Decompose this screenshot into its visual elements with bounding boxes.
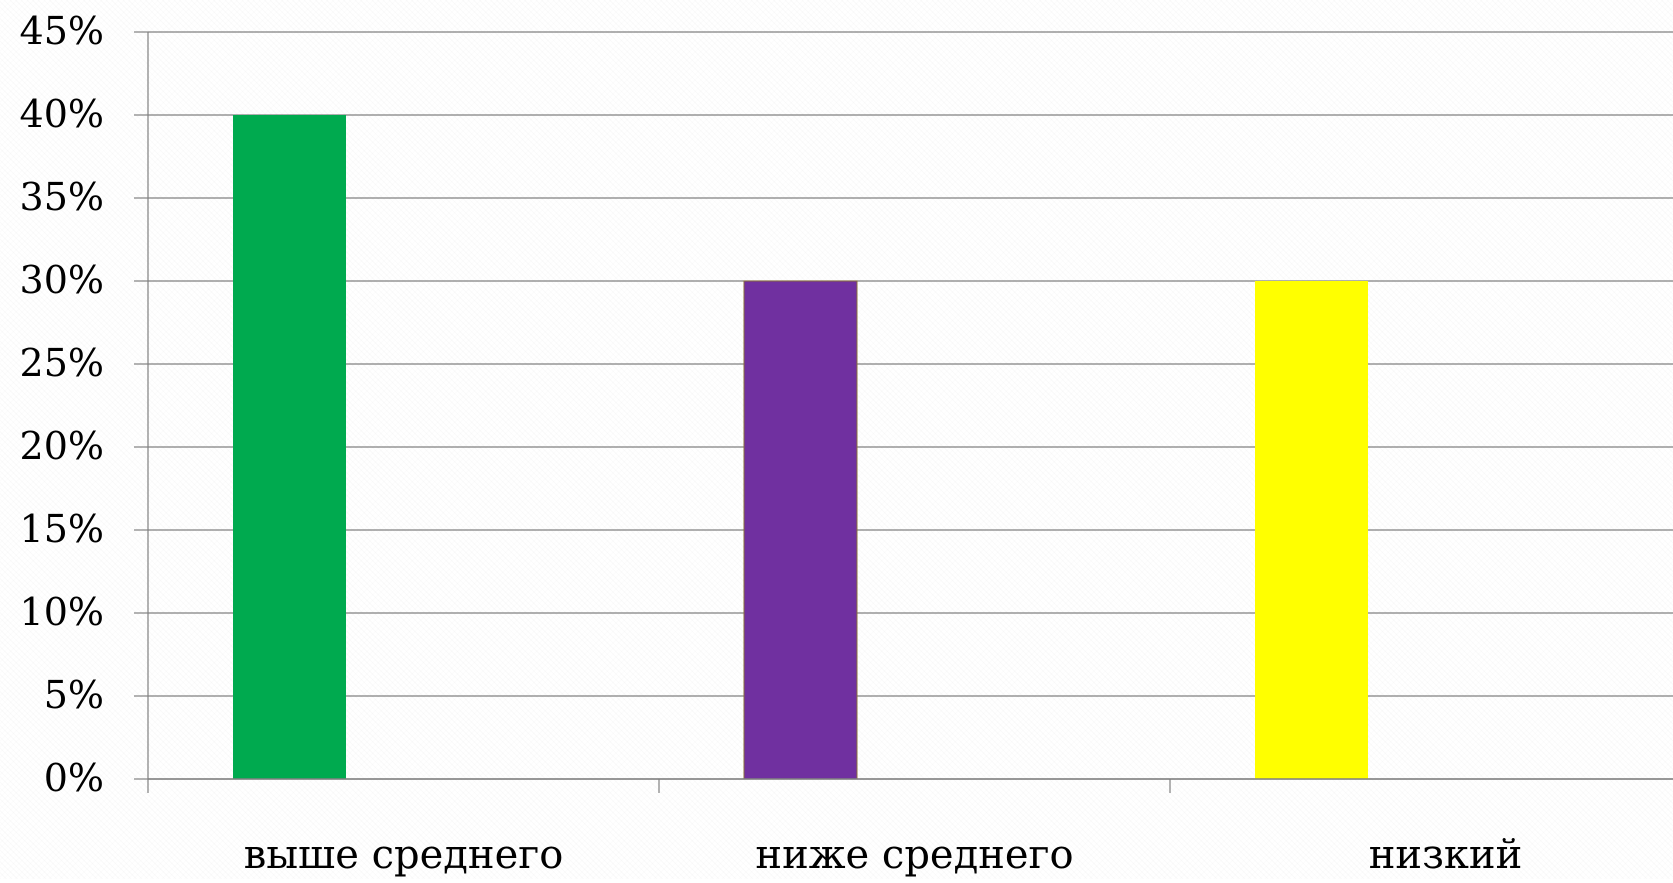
y-tick-label: 35% [20,175,104,219]
y-tick-label: 5% [44,673,104,717]
grid-lines [148,31,1673,780]
y-tick-label: 10% [20,590,104,634]
category-labels: выше среднего ниже среднего низкий [244,832,1523,878]
y-tick-labels: 0% 5% 10% 15% 20% 25% 30% 35% 40% 45% [20,9,104,800]
bar-1 [233,115,346,779]
category-label: выше среднего [244,832,564,878]
y-tick-label: 30% [20,258,104,302]
y-tick-label: 20% [20,424,104,468]
axes [134,31,1673,793]
y-tick-label: 15% [20,507,104,551]
y-tick-label: 25% [20,341,104,385]
y-tick-label: 0% [44,756,104,800]
bar-2 [743,280,858,780]
y-tick-label: 40% [20,92,104,136]
y-tick-label: 45% [20,9,104,53]
bar-3 [1255,281,1368,779]
category-label: ниже среднего [755,832,1073,878]
category-label: низкий [1369,832,1522,878]
bars [233,115,1368,780]
